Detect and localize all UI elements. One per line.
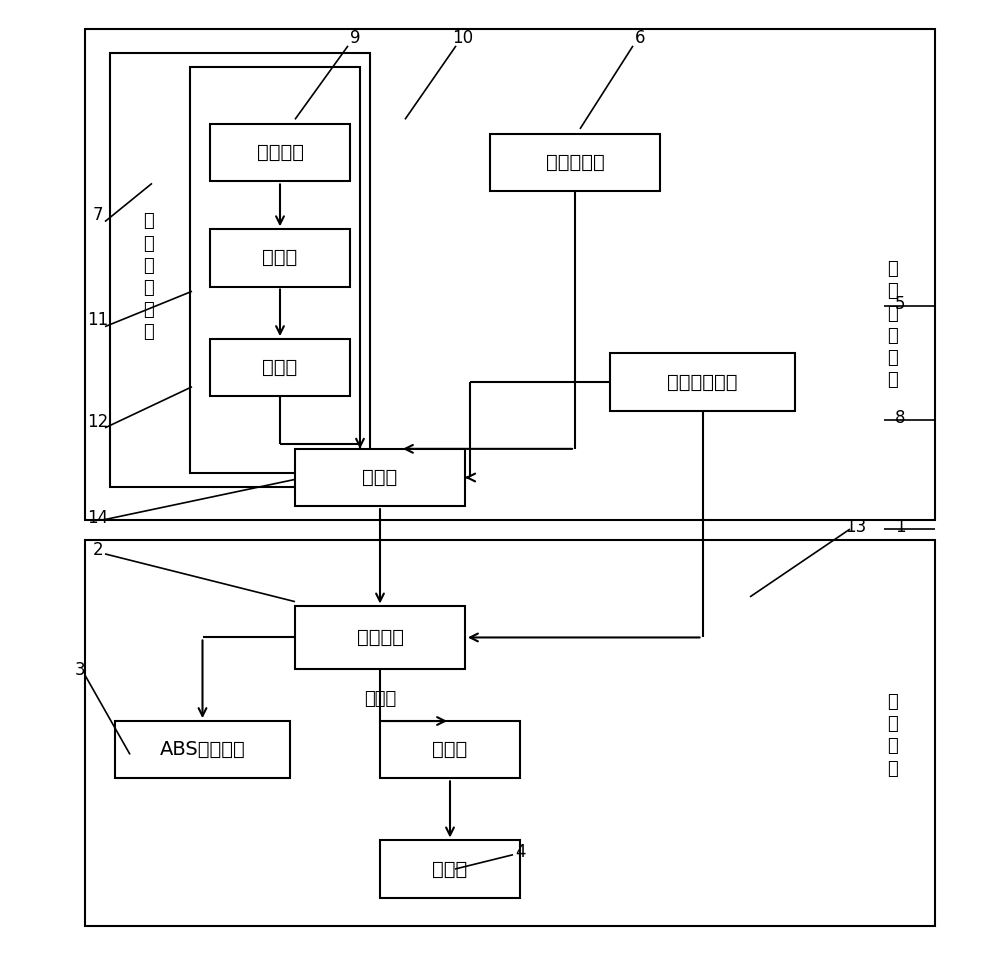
- Bar: [85, 540, 935, 926]
- Bar: [210, 339, 350, 396]
- Bar: [380, 721, 520, 778]
- Text: 14: 14: [87, 509, 109, 526]
- Text: 11: 11: [87, 311, 109, 329]
- Bar: [380, 840, 520, 898]
- Text: 限
速
获
取
装
置: 限 速 获 取 装 置: [143, 212, 153, 342]
- Text: 补偿仪: 补偿仪: [432, 740, 468, 759]
- Text: 比较器: 比较器: [362, 468, 398, 487]
- Bar: [490, 134, 660, 191]
- Text: 4: 4: [515, 843, 525, 860]
- Text: 卫星定位装置: 卫星定位装置: [667, 372, 738, 392]
- Text: 3: 3: [75, 662, 85, 679]
- Text: 信
号
采
集
单
元: 信 号 采 集 单 元: [887, 260, 897, 390]
- Bar: [210, 229, 350, 286]
- Text: 7: 7: [93, 206, 103, 223]
- Bar: [110, 53, 370, 487]
- Bar: [85, 29, 935, 520]
- Text: 控制阀: 控制阀: [432, 860, 468, 879]
- Text: 控制器: 控制器: [364, 690, 396, 708]
- Text: 13: 13: [845, 519, 867, 536]
- Text: 识别器: 识别器: [262, 248, 298, 267]
- Bar: [115, 721, 290, 778]
- Bar: [295, 449, 465, 506]
- Text: 8: 8: [895, 410, 905, 427]
- Text: 控
制
单
元: 控 制 单 元: [887, 693, 897, 777]
- Text: 获取装置: 获取装置: [256, 143, 304, 162]
- Text: 5: 5: [895, 295, 905, 312]
- Text: 2: 2: [93, 541, 103, 559]
- Text: 6: 6: [635, 30, 645, 47]
- Bar: [190, 67, 360, 473]
- Text: 速度传感器: 速度传感器: [546, 153, 604, 172]
- Text: 放大器: 放大器: [262, 358, 298, 377]
- Text: 12: 12: [87, 414, 109, 431]
- Bar: [295, 606, 465, 668]
- Bar: [610, 353, 795, 411]
- Text: 9: 9: [350, 30, 360, 47]
- Text: 判定模块: 判定模块: [356, 628, 404, 647]
- Text: 1: 1: [895, 519, 905, 536]
- Text: ABS刹车系统: ABS刹车系统: [160, 740, 245, 759]
- Text: 10: 10: [452, 30, 474, 47]
- Bar: [210, 124, 350, 181]
